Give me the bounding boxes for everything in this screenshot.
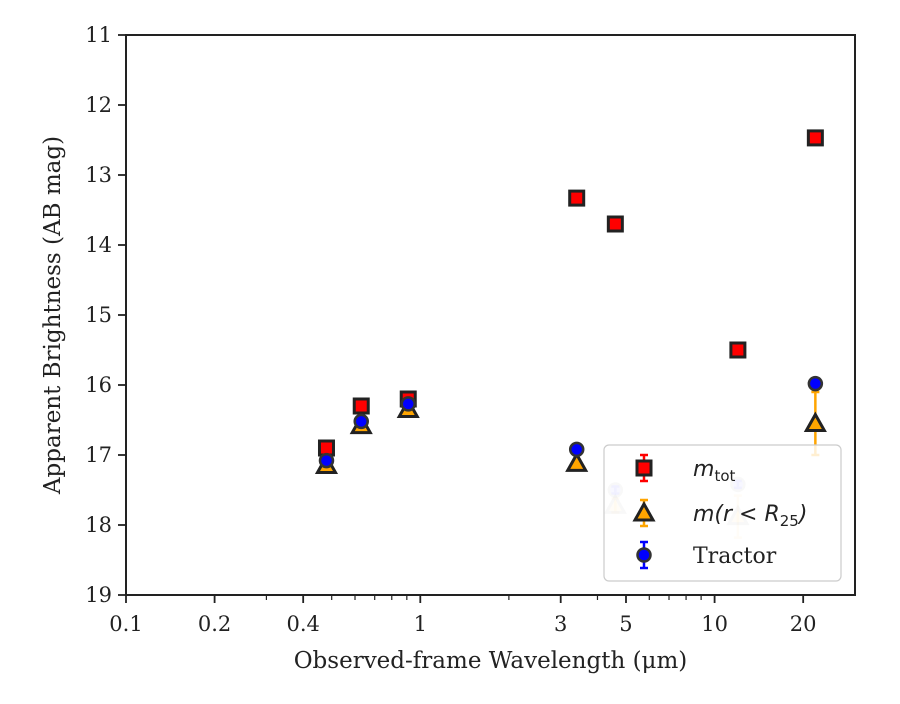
- x-tick-label: 0.4: [286, 612, 319, 636]
- legend-label: Tractor: [693, 544, 777, 569]
- x-tick-label: 0.1: [109, 612, 142, 636]
- square-point: [606, 215, 624, 233]
- x-tick-label: 5: [619, 612, 632, 636]
- x-tick-label: 20: [790, 612, 817, 636]
- legend-circle-marker: [636, 547, 652, 563]
- y-tick-label: 14: [85, 233, 112, 257]
- x-axis-title: Observed-frame Wavelength (μm): [294, 648, 688, 674]
- x-tick-label: 0.2: [198, 612, 231, 636]
- y-axis-title: Apparent Brightness (AB mag): [40, 136, 66, 495]
- y-tick-label: 19: [85, 583, 112, 607]
- x-tick-label: 10: [701, 612, 728, 636]
- circle-point: [353, 413, 369, 430]
- y-tick-label: 16: [85, 373, 112, 397]
- y-tick-label: 18: [85, 513, 112, 537]
- square-point: [568, 189, 586, 207]
- circle-point: [807, 375, 824, 392]
- legend-label: m(r < R25): [693, 502, 807, 530]
- x-tick-label: 1: [414, 612, 427, 636]
- legend-label: mtot: [693, 457, 735, 485]
- legend-box: [603, 444, 842, 582]
- series-square: [317, 129, 824, 457]
- y-tick-label: 13: [85, 163, 112, 187]
- square-point: [729, 341, 747, 359]
- legend-square-marker: [635, 459, 653, 477]
- triangle-point: [803, 411, 827, 432]
- legend-triangle-marker: [632, 500, 656, 522]
- x-tick-label: 3: [554, 612, 567, 636]
- circle-point: [568, 441, 585, 458]
- y-tick-label: 15: [85, 303, 112, 327]
- square-point: [352, 397, 370, 415]
- square-point: [806, 129, 824, 147]
- circle-point: [318, 452, 335, 469]
- y-tick-label: 11: [85, 23, 112, 47]
- triangle-point: [565, 451, 589, 472]
- y-tick-label: 12: [85, 93, 112, 117]
- legend: mtot m(r < R25) Tractor: [603, 444, 842, 582]
- y-tick-label: 17: [85, 443, 112, 467]
- circle-point: [400, 396, 416, 412]
